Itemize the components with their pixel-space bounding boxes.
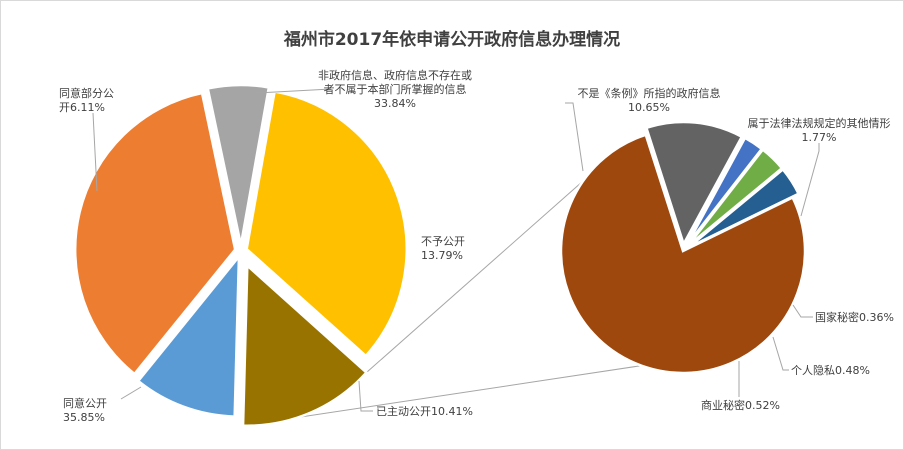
label-sub-2: 国家秘密0.36% xyxy=(815,310,894,324)
label-main-1: 同意部分公开6.11% xyxy=(59,86,114,114)
label-main-0: 同意公开 35.85% xyxy=(63,396,107,424)
main-slice-2 xyxy=(245,90,408,358)
label-sub-4: 商业秘密0.52% xyxy=(701,398,780,412)
label-main-2: 非政府信息、政府信息不存在或者不属于本部门所掌握的信息 33.84% xyxy=(318,68,472,110)
label-sub-0: 不是《条例》所指的政府信息 10.65% xyxy=(578,86,721,114)
leader-main-2 xyxy=(256,88,332,94)
main-pie xyxy=(73,83,408,427)
sub-slice-4 xyxy=(688,167,801,249)
label-sub-1: 属于法律法规规定的其他情形 1.77% xyxy=(748,116,891,144)
leader-sub-2 xyxy=(792,304,813,318)
sub-slice-3 xyxy=(686,147,784,247)
connector-line-bottom xyxy=(242,365,642,427)
leader-main-0 xyxy=(120,386,142,400)
leader-sub-1 xyxy=(800,143,820,217)
connector-line-top xyxy=(366,180,584,373)
main-slice-0 xyxy=(73,91,237,376)
sub-slice-1 xyxy=(644,120,744,248)
main-slice-4 xyxy=(136,252,241,418)
leader-main-1 xyxy=(92,112,98,192)
main-slice-1 xyxy=(206,83,271,246)
label-sub-3: 个人隐私0.48% xyxy=(791,364,870,377)
label-main-4: 已主动公开10.41% xyxy=(376,405,473,418)
label-main-3: 不予公开 13.79% xyxy=(421,235,465,262)
main-slice-3 xyxy=(241,262,369,427)
sub-slice-0 xyxy=(559,133,807,375)
leader-sub-3 xyxy=(772,336,789,371)
leader-sub-0 xyxy=(565,102,584,172)
leader-main-4 xyxy=(358,380,373,412)
sub-pie xyxy=(559,120,807,375)
chart-title: 福州市2017年依申请公开政府信息办理情况 xyxy=(283,30,621,50)
sub-slice-2 xyxy=(685,136,764,246)
